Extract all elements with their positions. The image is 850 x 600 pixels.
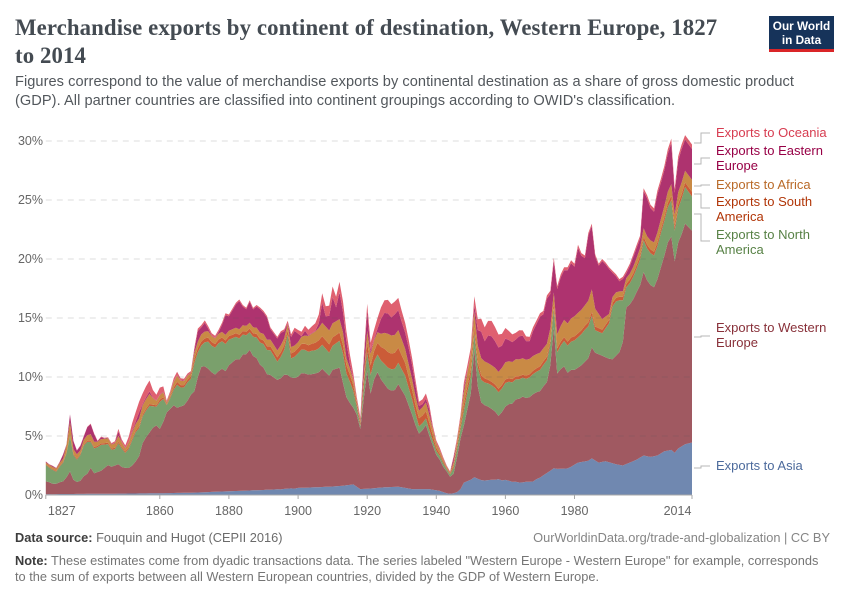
svg-text:25%: 25% [18, 193, 43, 207]
svg-text:1827: 1827 [48, 504, 76, 518]
svg-text:1880: 1880 [215, 504, 243, 518]
svg-text:20%: 20% [18, 252, 43, 266]
svg-text:1960: 1960 [491, 504, 519, 518]
svg-text:1900: 1900 [284, 504, 312, 518]
svg-text:1860: 1860 [146, 504, 174, 518]
svg-text:0%: 0% [25, 488, 43, 502]
svg-text:30%: 30% [18, 134, 43, 148]
svg-text:2014: 2014 [664, 504, 692, 518]
svg-text:5%: 5% [25, 429, 43, 443]
svg-text:1980: 1980 [561, 504, 589, 518]
svg-text:1940: 1940 [422, 504, 450, 518]
svg-text:15%: 15% [18, 311, 43, 325]
svg-text:1920: 1920 [353, 504, 381, 518]
svg-text:10%: 10% [18, 370, 43, 384]
